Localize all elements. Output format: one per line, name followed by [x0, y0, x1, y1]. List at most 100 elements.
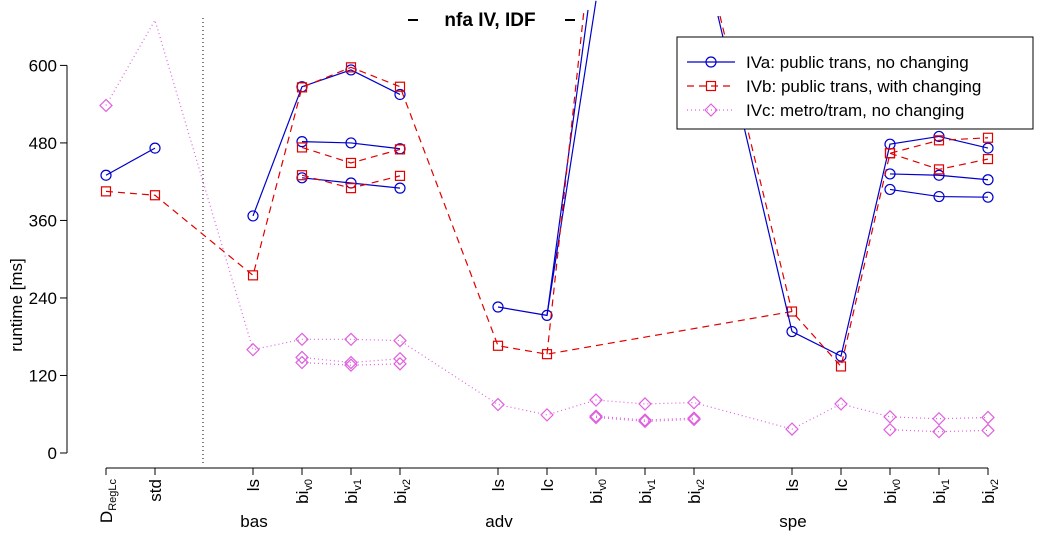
- data-point: [638, 413, 652, 427]
- data-point: [785, 422, 799, 436]
- series-line-0-extra-0: [301, 141, 401, 150]
- x-tick-label-std: std: [146, 479, 165, 502]
- offscale-line-IVb: [546, 9, 585, 355]
- data-point: [99, 98, 113, 113]
- data-point: [835, 361, 847, 372]
- data-point: [638, 414, 652, 429]
- data-point: [394, 88, 406, 101]
- data-point: [834, 397, 848, 411]
- y-tick-label: 360: [29, 211, 57, 230]
- data-point: [247, 210, 259, 222]
- series-line-0: [791, 135, 989, 357]
- series-line-1-extra-1: [301, 174, 401, 189]
- data-point: [393, 333, 407, 348]
- data-point: [247, 270, 259, 281]
- series-line-2-extra-4: [889, 429, 989, 433]
- x-tick-label-adv_bi0: biv0: [587, 479, 609, 504]
- data-point: [981, 423, 995, 438]
- data-point: [786, 325, 798, 338]
- data-point: [933, 169, 945, 181]
- legend-box: [676, 36, 1034, 130]
- x-tick-label-adv_bi2: biv2: [685, 479, 707, 504]
- series-line-2-extra-2: [595, 415, 695, 421]
- data-point: [933, 135, 945, 146]
- data-point: [982, 132, 994, 143]
- series-line-2-extra-0: [301, 356, 401, 364]
- x-tick-label-spe_bi0: biv0: [881, 479, 903, 504]
- data-point: [295, 332, 309, 347]
- data-point: [933, 190, 945, 203]
- legend-label-2: IVc: metro/tram, no changing: [746, 101, 964, 120]
- data-point: [100, 169, 112, 181]
- x-tick-label-spe_bi1: biv1: [930, 479, 952, 504]
- series-line-2: [105, 18, 989, 430]
- series-line-1-extra-2: [889, 152, 989, 171]
- x-tick-label-adv_ls: ls: [489, 479, 508, 491]
- data-point: [541, 309, 553, 322]
- data-point: [345, 137, 357, 149]
- data-point: [295, 355, 309, 370]
- series-line-0-extra-2: [889, 173, 989, 181]
- data-point: [492, 340, 504, 351]
- data-point: [296, 82, 308, 93]
- data-point: [982, 191, 994, 203]
- data-point: [149, 142, 161, 154]
- data-point: [687, 412, 701, 427]
- series-line-0-extra-3: [889, 188, 989, 198]
- x-tick-label-bas_bi1: biv1: [342, 479, 364, 504]
- x-tick-label-spe_lc: lc: [832, 479, 851, 492]
- data-point: [638, 397, 652, 411]
- data-point: [981, 410, 995, 425]
- data-point: [100, 186, 112, 197]
- data-point: [344, 332, 358, 347]
- x-tick-label-bas_ls: ls: [244, 479, 263, 491]
- legend-marker: [705, 56, 717, 68]
- data-point: [884, 148, 896, 159]
- data-point: [982, 153, 994, 165]
- data-point: [394, 170, 406, 181]
- data-point: [883, 422, 897, 437]
- data-point: [246, 342, 260, 357]
- data-point: [883, 409, 897, 424]
- data-point: [296, 170, 308, 181]
- data-point: [687, 411, 701, 425]
- legend-label-1: IVb: public trans, with changing: [746, 77, 981, 96]
- data-point: [687, 395, 701, 410]
- y-tick-label: 120: [29, 366, 57, 385]
- x-tick-label-spe_ls: ls: [783, 479, 802, 491]
- data-point: [149, 190, 161, 201]
- series-line-0: [105, 147, 156, 176]
- data-point: [589, 393, 603, 407]
- legend-marker: [705, 80, 717, 92]
- y-tick-label: 600: [29, 56, 57, 75]
- data-point: [982, 174, 994, 186]
- x-tick-label-spe_bi2: biv2: [979, 479, 1001, 504]
- chart-title: nfa IV, IDF: [444, 10, 535, 31]
- x-tick-label-bas_bi2: biv2: [391, 479, 413, 504]
- y-tick-label: 0: [48, 444, 57, 463]
- series-line-0: [497, 0, 597, 317]
- data-point: [540, 408, 554, 422]
- x-tick-label-dreg: DRegLc: [97, 479, 119, 524]
- data-point: [296, 136, 308, 148]
- series-line-0: [252, 69, 401, 217]
- data-point: [393, 351, 407, 366]
- axes: 0 120 240 360 480 600 DRegLc std ls biv0 biv1 biv2 l…: [29, 19, 1001, 531]
- legend: IVa: public trans, no changing IVb: publi…: [676, 36, 1034, 130]
- data-point: [296, 142, 308, 153]
- data-point: [491, 397, 505, 412]
- data-point: [344, 355, 358, 370]
- data-point: [393, 357, 407, 371]
- data-point: [344, 358, 358, 372]
- x-tick-label-bas_bi0: biv0: [293, 479, 315, 504]
- x-tick-label-adv_bi1: biv1: [636, 479, 658, 504]
- data-point: [394, 81, 406, 92]
- data-point: [295, 350, 309, 365]
- data-point: [345, 157, 357, 169]
- data-point: [394, 144, 406, 155]
- group-label-spe: spe: [779, 512, 806, 531]
- legend-marker: [704, 103, 718, 117]
- y-tick-label: 480: [29, 134, 57, 153]
